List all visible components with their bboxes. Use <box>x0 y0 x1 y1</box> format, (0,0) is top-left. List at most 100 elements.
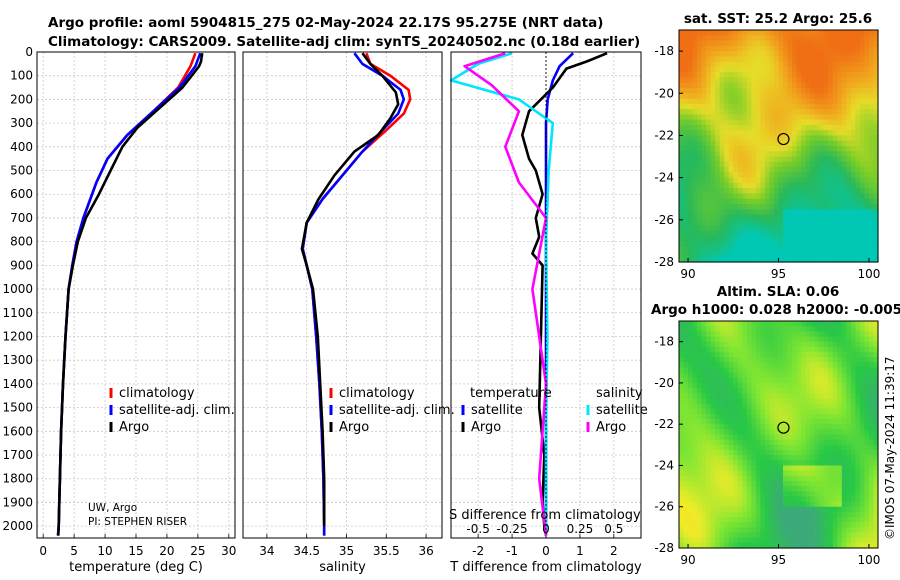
sla_map-cell <box>773 388 780 394</box>
sst_map-cell <box>832 204 838 210</box>
sla_map-cell <box>864 424 870 430</box>
sst_map-cell <box>814 135 820 142</box>
sla_map-cell <box>832 501 838 508</box>
sst_map-cell <box>742 130 748 137</box>
sst_map-cell <box>783 256 789 263</box>
sst_map-cell <box>859 204 866 210</box>
sla_map-cell <box>814 511 820 518</box>
sst_map-cell <box>832 182 838 189</box>
sst_map-cell <box>828 219 834 226</box>
sla_map-cell <box>837 331 843 338</box>
sst_map-cell <box>828 119 834 126</box>
sst_map-cell <box>868 172 875 179</box>
sst_map-cell <box>814 88 820 94</box>
sst_map-cell <box>728 193 734 200</box>
sst_map-cell <box>697 51 703 57</box>
sla_map-cell <box>814 336 820 343</box>
sst_map-cell <box>868 56 875 63</box>
sst_map-cell <box>819 77 825 84</box>
sst_map-cell <box>697 40 703 47</box>
sst_map-cell <box>773 188 780 195</box>
sst_map-cell <box>728 251 734 258</box>
sst_map-cell <box>724 177 730 184</box>
sla_map-cell <box>810 372 816 379</box>
sla_map-cell <box>778 321 784 327</box>
sst_map-cell <box>832 35 838 42</box>
temperature-ytick-label: 1800 <box>2 472 33 486</box>
sla_map-cell <box>683 501 689 508</box>
sla_map-cell <box>868 542 875 549</box>
sla_map-cell <box>810 511 816 518</box>
sst_map-cell <box>810 161 816 168</box>
sst_map-cell <box>792 246 798 253</box>
sla_map-cell <box>773 460 780 467</box>
sla_map-cell <box>773 506 780 513</box>
sla_map-cell <box>796 388 802 394</box>
sst_map-cell <box>805 130 811 137</box>
sst_map-cell <box>778 182 784 189</box>
sst_map-cell <box>706 172 712 179</box>
sst_map-cell <box>855 235 861 242</box>
sst_map-cell <box>679 30 685 36</box>
sla_map-cell <box>755 393 762 399</box>
sst_map-cell <box>783 51 789 57</box>
sla_map-cell <box>823 388 829 394</box>
sst_map-cell <box>751 256 757 263</box>
sst_map-cell <box>769 56 775 63</box>
sla_map-cell <box>697 506 703 513</box>
sst_map-cell <box>814 151 820 158</box>
sst_map-cell <box>810 45 816 52</box>
sla_map-cell <box>728 357 734 363</box>
sst_map-cell <box>846 193 852 200</box>
sst_map-cell <box>692 140 698 147</box>
sst_map-cell <box>787 56 793 63</box>
sst_map-cell <box>801 182 807 189</box>
sla_map-cell <box>783 372 789 379</box>
sst_map-cell <box>814 45 820 52</box>
sla_map-cell <box>715 341 721 348</box>
sla_map-cell <box>783 506 789 513</box>
differences-s-axis-label: S difference from climatology <box>449 508 641 523</box>
sst_map-cell <box>823 77 829 84</box>
sst_map-cell <box>823 182 829 189</box>
credit-line2: PI: STEPHEN RISER <box>88 516 187 528</box>
sst_map-cell <box>837 61 843 68</box>
sla_map-cell <box>683 470 689 477</box>
sst_map-cell <box>710 72 716 79</box>
sst_map-cell <box>810 146 816 152</box>
sst_map-cell <box>737 198 743 205</box>
sst_map-cell <box>823 167 829 173</box>
sst_map-cell <box>796 214 802 221</box>
sla_map-cell <box>755 424 762 430</box>
sst_map-cell <box>742 119 748 126</box>
sla_map-cell <box>841 419 847 425</box>
salinity-legend-label: satellite-adj. clim. <box>339 403 455 418</box>
sst_map-cell <box>701 51 707 57</box>
sst_map-cell <box>805 124 811 131</box>
sst_map-cell <box>760 214 766 221</box>
sla_map-cell <box>724 346 730 353</box>
sst_map-cell <box>769 246 775 253</box>
sst_map-cell <box>859 77 866 84</box>
sst_map-cell <box>823 93 829 100</box>
sla_map-cell <box>841 357 847 363</box>
sst_map-cell <box>719 124 725 131</box>
sst_map-cell <box>837 98 843 105</box>
sla_map-cell <box>706 475 712 482</box>
sst_map-cell <box>706 146 712 152</box>
sst_map-cell <box>819 209 825 216</box>
sla_map-cell <box>796 506 802 513</box>
sla_map-cell <box>755 434 762 441</box>
sst_map-cell <box>819 146 825 152</box>
sst_map-cell <box>850 140 856 147</box>
sst_map-cell <box>706 88 712 94</box>
sla_map-cell <box>805 537 811 544</box>
sst_map-cell <box>710 172 716 179</box>
sla_map-cell <box>737 491 743 498</box>
sla_map-cell <box>810 501 816 508</box>
sla_map-cell <box>823 527 829 534</box>
sla_map-cell <box>819 408 825 415</box>
sla_map-cell <box>855 429 861 436</box>
sst_map-cell <box>832 40 838 47</box>
sst_map-cell <box>683 30 689 36</box>
